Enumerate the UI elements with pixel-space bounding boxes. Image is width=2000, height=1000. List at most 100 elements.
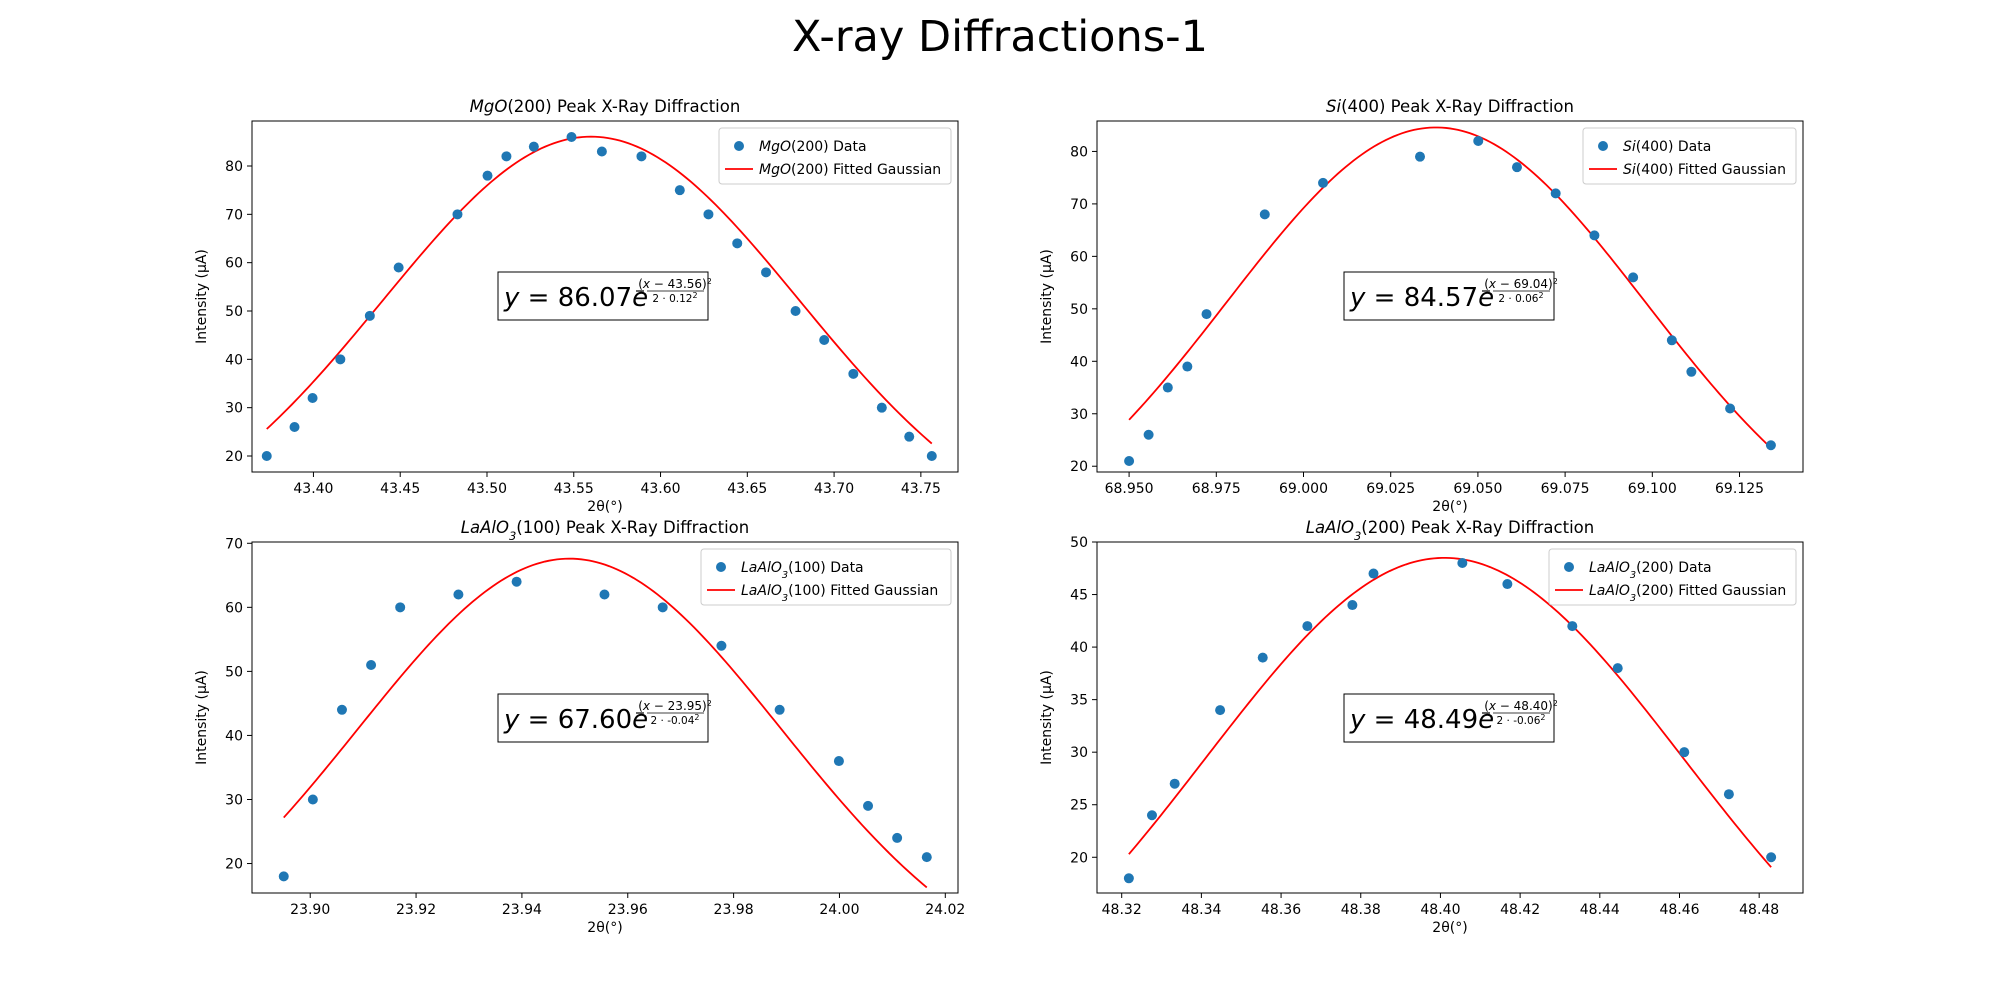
y-axis-label: Intensity (μA): [1039, 249, 1055, 344]
data-point: [1182, 361, 1193, 372]
data-point: [674, 185, 685, 196]
data-point: [848, 368, 859, 379]
data-point: [790, 306, 801, 316]
y-tick-label: 40: [225, 728, 243, 744]
data-point: [1302, 621, 1313, 632]
x-tick-label: 48.36: [1261, 902, 1301, 918]
x-tick-label: 68.975: [1192, 481, 1241, 497]
panel-title: LaAlO3(100) Peak X-Ray Diffraction: [461, 518, 749, 543]
data-point: [761, 267, 772, 278]
y-tick-label: 50: [225, 304, 243, 320]
y-tick-label: 50: [1070, 302, 1088, 318]
exponent-numerator: (x − 48.40)2: [1484, 699, 1558, 714]
data-point: [926, 451, 937, 461]
data-point: [1347, 600, 1358, 611]
axes-frame: [1096, 120, 1804, 473]
data-point: [1201, 309, 1212, 320]
legend-label-fit: MgO(200) Fitted Gaussian: [759, 162, 941, 178]
y-tick-label: 80: [1070, 144, 1088, 160]
legend-label-fit: Si(400) Fitted Gaussian: [1623, 162, 1786, 178]
data-point: [1550, 188, 1561, 199]
data-point: [657, 602, 668, 613]
x-tick-label: 68.950: [1105, 481, 1154, 497]
data-point: [904, 431, 915, 442]
equation-box: [497, 693, 709, 743]
equation-annotation: y = 48.49e(x − 48.40)22 · -0.062: [1343, 693, 1558, 743]
data-point: [833, 756, 844, 767]
y-tick-label: 40: [1070, 354, 1088, 370]
data-point: [863, 800, 874, 811]
x-axis-label: 2θ(°): [587, 499, 622, 515]
x-axis-label: 2θ(°): [1432, 499, 1467, 515]
data-point: [1415, 151, 1425, 162]
legend-box: [1548, 548, 1797, 606]
legend-label-data: LaAlO3(100) Data: [741, 560, 864, 581]
x-tick-label: 69.100: [1628, 481, 1677, 497]
fitted-gaussian-line: [283, 557, 928, 889]
data-point: [892, 832, 903, 843]
x-tick-label: 43.55: [554, 481, 594, 497]
x-tick-label: 23.92: [396, 902, 436, 918]
x-tick-label: 69.125: [1715, 481, 1764, 497]
data-point: [596, 146, 607, 157]
x-tick-label: 48.38: [1341, 902, 1381, 918]
data-point: [453, 589, 464, 600]
exponent-denominator: 2 · 0.122: [652, 291, 697, 306]
data-point: [732, 238, 743, 249]
legend-box: [700, 548, 952, 606]
x-tick-label: 48.46: [1659, 902, 1699, 918]
y-tick-label: 30: [225, 792, 243, 808]
data-point: [335, 354, 346, 365]
equation-text: y = 67.60e: [503, 705, 648, 735]
x-tick-label: 43.65: [727, 481, 767, 497]
fitted-gaussian-line: [1128, 556, 1772, 868]
x-tick-label: 48.48: [1739, 902, 1779, 918]
chart-panel-1: MgO(200) Peak X-Ray Diffraction 43.40 43.4…: [194, 97, 959, 515]
data-point: [1612, 663, 1623, 674]
data-point: [1686, 366, 1697, 377]
data-point: [1723, 789, 1734, 800]
data-point: [289, 422, 300, 432]
y-tick-label: 20: [225, 449, 243, 465]
equation-annotation: y = 86.07e(x − 43.56)22 · 0.122: [497, 271, 712, 321]
x-tick-label: 48.40: [1420, 902, 1460, 918]
data-point: [1368, 568, 1379, 579]
y-tick-label: 70: [1070, 197, 1088, 213]
y-tick-label: 50: [1070, 535, 1088, 551]
data-point: [1766, 852, 1777, 863]
y-tick-label: 20: [225, 857, 243, 873]
data-point: [1473, 135, 1484, 146]
data-point: [1567, 621, 1578, 632]
data-point: [1628, 272, 1639, 283]
x-tick-label: 23.96: [608, 902, 648, 918]
data-point: [1679, 747, 1690, 758]
y-tick-label: 70: [225, 536, 243, 552]
y-tick-label: 80: [225, 159, 243, 175]
data-point: [876, 402, 887, 413]
x-tick-label: 48.42: [1500, 902, 1540, 918]
x-tick-label: 48.32: [1102, 902, 1142, 918]
data-point: [511, 576, 522, 587]
equation-annotation: y = 67.60e(x − 23.95)22 · -0.042: [497, 693, 712, 743]
x-tick-label: 23.94: [502, 902, 542, 918]
x-tick-label: 43.70: [814, 481, 854, 497]
data-point: [566, 132, 577, 142]
x-tick-label: 48.34: [1181, 902, 1221, 918]
y-axis-label: Intensity (μA): [1039, 670, 1055, 765]
exponent-numerator: (x − 69.04)2: [1484, 277, 1558, 292]
data-point: [1259, 209, 1270, 220]
y-tick-label: 25: [1070, 798, 1088, 814]
x-axis-label: 2θ(°): [587, 920, 622, 936]
legend-box: [718, 127, 952, 185]
data-point: [1511, 162, 1522, 173]
legend-marker-data: [734, 141, 744, 151]
legend-label-data: MgO(200) Data: [759, 139, 867, 155]
data-point: [393, 262, 404, 273]
data-point: [1589, 230, 1600, 241]
data-point: [528, 141, 539, 152]
y-tick-label: 50: [225, 664, 243, 680]
equation-text: y = 84.57e: [1349, 283, 1494, 313]
exponent-numerator: (x − 23.95)2: [638, 699, 712, 714]
